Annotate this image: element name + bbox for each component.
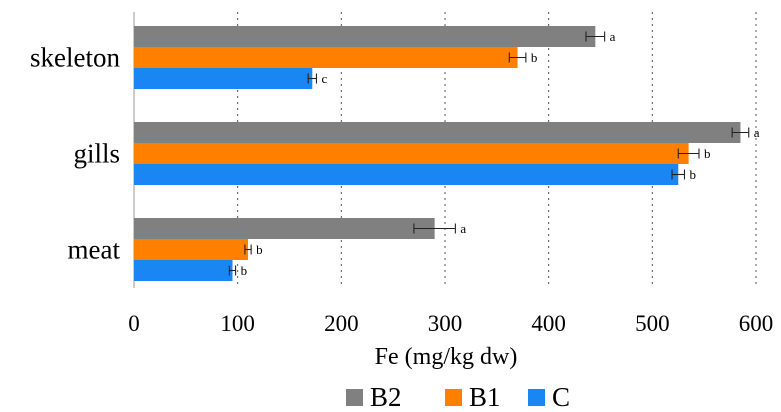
bar-group-gills: a bb xyxy=(134,122,760,185)
bar-C-meat xyxy=(134,260,233,281)
significance-label-B1-meat: b xyxy=(256,242,263,257)
significance-label-B1-gills: b xyxy=(704,146,711,161)
bar-group-meat: a bb xyxy=(134,218,466,281)
significance-label-B2-gills: a xyxy=(754,125,760,140)
significance-label-C-gills: b xyxy=(689,167,696,182)
significance-label-C-skeleton: c xyxy=(321,71,327,86)
x-tick-label-400: 400 xyxy=(531,311,566,336)
category-label-gills: gills xyxy=(73,139,120,169)
legend: B2 B1 C xyxy=(346,382,570,412)
bar-B1-gills xyxy=(134,143,689,164)
bar-B2-gills xyxy=(134,122,741,143)
legend-label-B2: B2 xyxy=(370,382,402,412)
bar-C-gills xyxy=(134,164,679,185)
x-axis-title: Fe (mg/kg dw) xyxy=(375,344,518,370)
significance-label-B1-skeleton: b xyxy=(531,50,538,65)
legend-item-B1: B1 xyxy=(445,382,501,412)
bar-B2-meat xyxy=(134,218,435,239)
category-label-meat: meat xyxy=(68,235,121,265)
legend-item-C: C xyxy=(528,382,570,412)
bar-B1-meat xyxy=(134,239,249,260)
x-tick-label-100: 100 xyxy=(220,311,255,336)
legend-label-B1: B1 xyxy=(469,382,501,412)
legend-swatch-B2 xyxy=(346,389,363,406)
significance-label-C-meat: b xyxy=(241,263,248,278)
x-tick-labels: 0 100 200 300 400 500 600 xyxy=(128,311,773,336)
legend-label-C: C xyxy=(552,382,570,412)
category-labels: skeleton gills meat xyxy=(30,43,120,265)
bar-group-skeleton: a b c xyxy=(134,26,616,89)
x-tick-label-500: 500 xyxy=(635,311,670,336)
x-tick-label-200: 200 xyxy=(324,311,359,336)
category-label-skeleton: skeleton xyxy=(30,43,120,73)
x-tick-label-0: 0 xyxy=(128,311,140,336)
legend-swatch-C xyxy=(528,389,545,406)
legend-item-B2: B2 xyxy=(346,382,402,412)
significance-label-B2-meat: a xyxy=(460,221,466,236)
legend-swatch-B1 xyxy=(445,389,462,406)
bar-C-skeleton xyxy=(134,68,313,89)
x-tick-label-300: 300 xyxy=(428,311,463,336)
bar-B1-skeleton xyxy=(134,47,518,68)
bar-B2-skeleton xyxy=(134,26,596,47)
x-tick-label-600: 600 xyxy=(739,311,774,336)
significance-label-B2-skeleton: a xyxy=(610,29,616,44)
